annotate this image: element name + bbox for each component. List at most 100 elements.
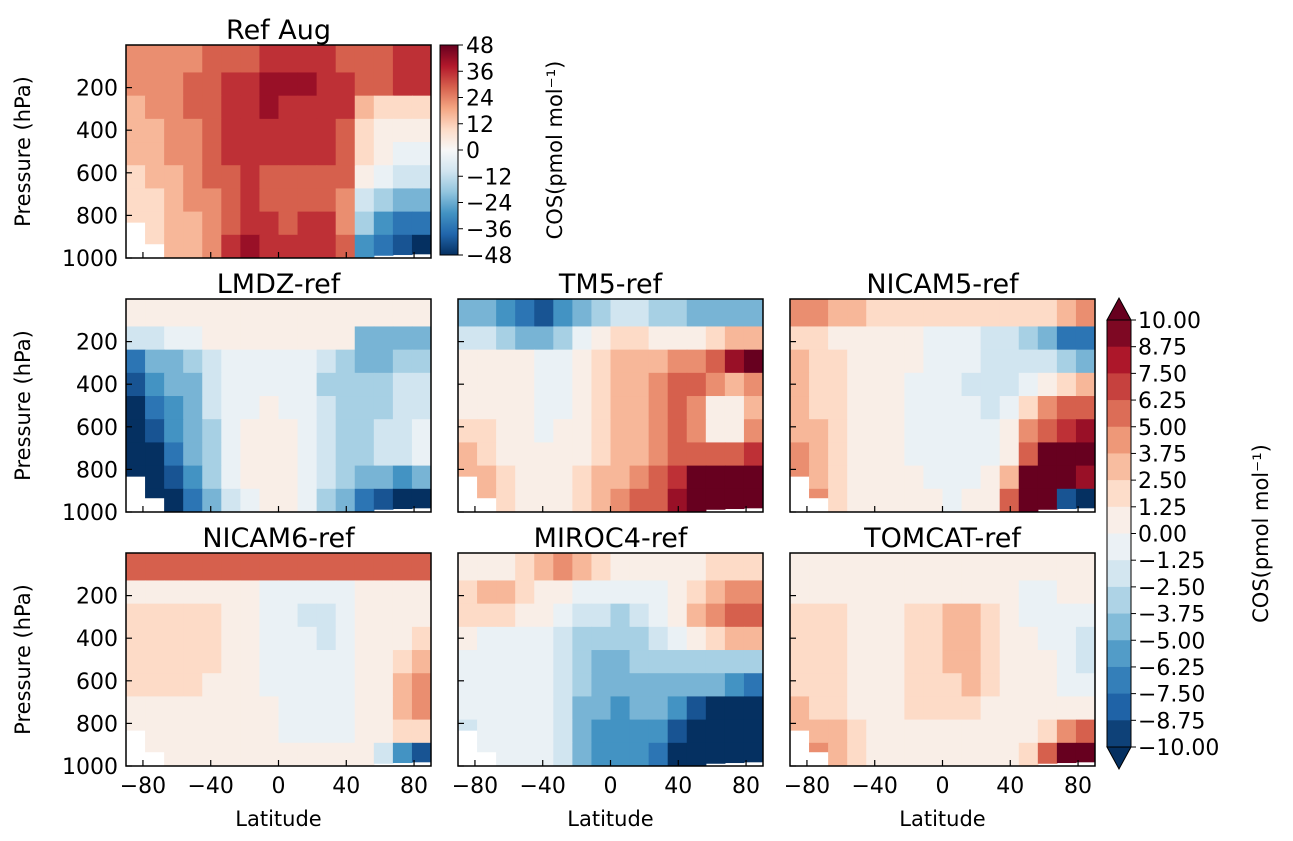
heatmap-cell — [534, 553, 554, 582]
heatmap-cell — [866, 326, 886, 351]
heatmap-cell — [828, 696, 848, 721]
y-tick-label: 1000 — [62, 247, 118, 272]
heatmap-cell — [705, 553, 726, 582]
heatmap-cell — [477, 372, 497, 397]
heatmap-cell — [411, 118, 431, 143]
heatmap-cell — [335, 372, 356, 397]
heatmap-cell — [335, 95, 356, 120]
heatmap-cell — [980, 719, 1001, 744]
heatmap-cell — [847, 372, 867, 397]
heatmap-cell — [477, 488, 497, 499]
heatmap-cell — [999, 419, 1020, 444]
heatmap-cell — [885, 465, 905, 490]
heatmap-cell — [961, 580, 982, 605]
heatmap-cell — [354, 650, 375, 674]
heatmap-cell — [1018, 396, 1039, 420]
heatmap-cell — [923, 650, 944, 674]
heatmap-cell — [743, 650, 763, 674]
heatmap-cell — [809, 396, 829, 420]
x-tick-label: −40 — [188, 774, 234, 799]
colorbar-extend-bottom — [1106, 746, 1132, 771]
heatmap-cell — [278, 673, 299, 698]
heatmap-cell — [724, 626, 745, 651]
heatmap-cell — [961, 742, 982, 766]
heatmap-cell — [373, 142, 394, 166]
heatmap-cell — [335, 553, 356, 582]
heatmap-cell — [1018, 696, 1039, 721]
heatmap-cell — [392, 696, 413, 721]
heatmap-cell — [259, 696, 280, 721]
heatmap-cell — [202, 95, 222, 120]
heatmap-cell — [724, 326, 745, 351]
heatmap-cell — [1075, 626, 1095, 651]
heatmap-cell — [496, 650, 516, 674]
panel-title: MIROC4-ref — [534, 523, 689, 554]
heatmap-cell — [316, 626, 337, 651]
heatmap-cell — [221, 742, 241, 766]
y-axis-label: Pressure (hPa) — [11, 330, 35, 481]
heatmap-cell — [743, 326, 763, 351]
heatmap-cell — [297, 234, 318, 258]
heatmap-cell — [411, 696, 431, 721]
heatmap-cell — [648, 626, 669, 651]
heatmap-cell — [392, 553, 413, 582]
heatmap-cell — [923, 372, 944, 397]
x-axis-label: Latitude — [567, 807, 653, 831]
heatmap-cell — [591, 673, 612, 698]
heatmap-cell — [145, 626, 165, 651]
heatmap-cell — [259, 142, 280, 166]
heatmap-cell — [335, 211, 356, 236]
heatmap-cell — [316, 299, 337, 328]
heatmap-cell — [1075, 650, 1095, 674]
heatmap-cell — [259, 488, 280, 512]
heatmap-cell — [828, 719, 848, 744]
heatmap-cell — [515, 603, 535, 628]
heatmap-cell — [667, 603, 688, 628]
heatmap-cell — [809, 626, 829, 651]
heatmap-cell — [553, 742, 573, 766]
heatmap-cell — [648, 696, 669, 721]
heatmap-cell — [392, 372, 413, 397]
heatmap-cell — [904, 465, 925, 490]
heatmap-cell — [866, 742, 886, 766]
heatmap-cell — [240, 118, 261, 143]
heatmap-cell — [1018, 603, 1039, 628]
heatmap-cell — [534, 603, 554, 628]
heatmap-cell — [648, 719, 669, 744]
heatmap-cell — [866, 488, 886, 512]
heatmap-cell — [724, 299, 745, 328]
heatmap-cell — [724, 696, 745, 721]
heatmap-cell — [629, 650, 650, 674]
heatmap-cell — [534, 719, 554, 744]
heatmap-cell — [202, 211, 222, 236]
heatmap-cell — [477, 553, 497, 582]
heatmap-cell — [553, 673, 573, 698]
heatmap-cell — [126, 142, 146, 166]
heatmap-cell — [183, 553, 203, 582]
heatmap-cell — [458, 650, 478, 674]
y-axis-label: Pressure (hPa) — [11, 76, 35, 227]
heatmap-cell — [980, 742, 1001, 766]
heatmap-cell — [1018, 326, 1039, 351]
heatmap-cell — [1075, 696, 1095, 721]
heatmap-cell — [278, 553, 299, 582]
heatmap-cell — [942, 419, 963, 444]
heatmap-cell — [496, 742, 516, 766]
heatmap-cell — [1018, 580, 1039, 605]
heatmap-cell — [885, 349, 905, 374]
heatmap-cell — [553, 465, 573, 490]
y-tick-label: 200 — [76, 585, 118, 610]
heatmap-cell — [904, 442, 925, 467]
heatmap-cell — [373, 488, 394, 510]
heatmap-cell — [980, 419, 1001, 444]
heatmap-cell — [411, 650, 431, 674]
heatmap-cell — [1037, 465, 1058, 490]
x-tick-label: 0 — [936, 774, 950, 799]
heatmap-cell — [904, 719, 925, 744]
heatmap-cell — [866, 372, 886, 397]
heatmap-cells — [126, 45, 431, 258]
heatmap-cell — [297, 45, 318, 74]
heatmap-cell — [297, 118, 318, 143]
heatmap-cell — [126, 603, 146, 628]
heatmap-cell — [316, 580, 337, 605]
